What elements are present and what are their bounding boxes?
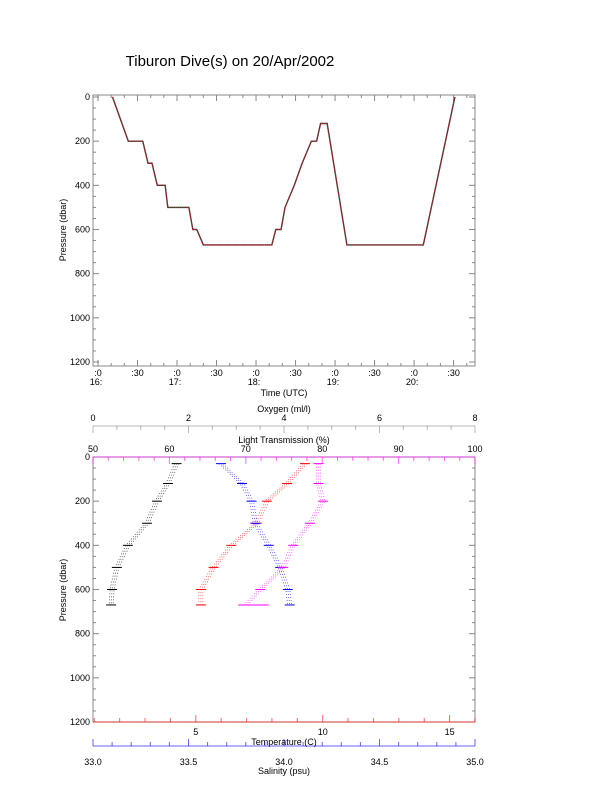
light-tick-label: 60 (164, 444, 174, 454)
pressure-trace (112, 96, 456, 246)
temperature-profile (200, 463, 306, 605)
x-tick-hour-label: 20: (406, 377, 419, 387)
salinity-profile (222, 463, 293, 606)
oxygen-tick-label: 0 (90, 413, 95, 423)
y-tick-label: 200 (75, 496, 90, 506)
temperature-tick-label: 15 (445, 727, 455, 737)
y-tick-label: 600 (75, 225, 90, 235)
light-tick-label: 100 (467, 444, 482, 454)
y-tick-label: 1000 (70, 313, 90, 323)
time-pressure-chart: 020040060080010001200:016::30:017::30:01… (58, 92, 476, 398)
salinity-tick-label: 33.0 (84, 757, 102, 767)
x-tick-hour-label: 17: (169, 377, 182, 387)
x-axis-title: Time (UTC) (261, 388, 308, 398)
light-profile (247, 463, 326, 606)
light-profile (243, 463, 322, 606)
pressure-trace-shadow (111, 96, 456, 246)
y-axis-title: Pressure (dbar) (58, 199, 68, 262)
x-tick-hour-label: 16: (90, 377, 103, 387)
x-tick-hour-label: 19: (327, 377, 340, 387)
figure-title: Tiburon Dive(s) on 20/Apr/2002 (126, 53, 335, 70)
oxygen-tick-label: 2 (186, 413, 191, 423)
x-tick-label: :0 (410, 368, 418, 378)
y-tick-label: 600 (75, 585, 90, 595)
profile-chart: 0 200 400 600 800 1000 1200 Pressure (dbar) 0 2 4 6… (58, 404, 484, 776)
temperature-tick-label: 10 (318, 727, 328, 737)
light-tick-label: 50 (88, 444, 98, 454)
salinity-profile (218, 463, 289, 606)
y-tick-label: 1200 (70, 717, 90, 727)
light-tick-label: 70 (241, 444, 251, 454)
y-tick-label: 0 (85, 92, 90, 102)
x-tick-label: :0 (173, 368, 181, 378)
x-tick-label: :30 (289, 368, 302, 378)
salinity-tick-label: 34.0 (275, 757, 293, 767)
x-tick-label: :0 (252, 368, 260, 378)
y-tick-label: 200 (75, 136, 90, 146)
x-tick-label: :30 (368, 368, 381, 378)
salinity-tick-label: 35.0 (466, 757, 484, 767)
light-tick-label: 80 (317, 444, 327, 454)
light-tick-label: 90 (394, 444, 404, 454)
oxygen-profile (112, 463, 179, 605)
salinity-axis-title: Salinity (psu) (258, 766, 310, 776)
x-tick-label: :30 (447, 368, 460, 378)
y-axis-title: Pressure (dbar) (58, 559, 68, 622)
oxygen-tick-label: 6 (377, 413, 382, 423)
y-tick-label: 800 (75, 269, 90, 279)
light-axis-title: Light Transmission (%) (238, 435, 330, 445)
y-tick-label: 800 (75, 629, 90, 639)
y-tick-label: 1200 (70, 357, 90, 367)
temperature-profile (198, 463, 304, 605)
oxygen-profile (108, 463, 175, 605)
oxygen-axis-title: Oxygen (ml/l) (257, 404, 311, 414)
plot-frame (92, 94, 476, 367)
light-profile (245, 463, 324, 606)
oxygen-tick-label: 4 (281, 413, 286, 423)
x-tick-label: :0 (94, 368, 102, 378)
temperature-tick-label: 5 (193, 727, 198, 737)
salinity-profile (220, 463, 291, 606)
oxygen-tick-label: 8 (472, 413, 477, 423)
x-tick-label: :0 (331, 368, 339, 378)
y-tick-label: 0 (85, 452, 90, 462)
y-tick-label: 400 (75, 180, 90, 190)
x-tick-label: :30 (131, 368, 144, 378)
x-tick-hour-label: 18: (248, 377, 261, 387)
temperature-profile (202, 463, 308, 605)
x-tick-label: :30 (210, 368, 223, 378)
y-tick-label: 1000 (70, 673, 90, 683)
salinity-tick-label: 33.5 (180, 757, 198, 767)
salinity-tick-label: 34.5 (371, 757, 389, 767)
oxygen-profile (110, 463, 177, 605)
y-tick-label: 400 (75, 540, 90, 550)
